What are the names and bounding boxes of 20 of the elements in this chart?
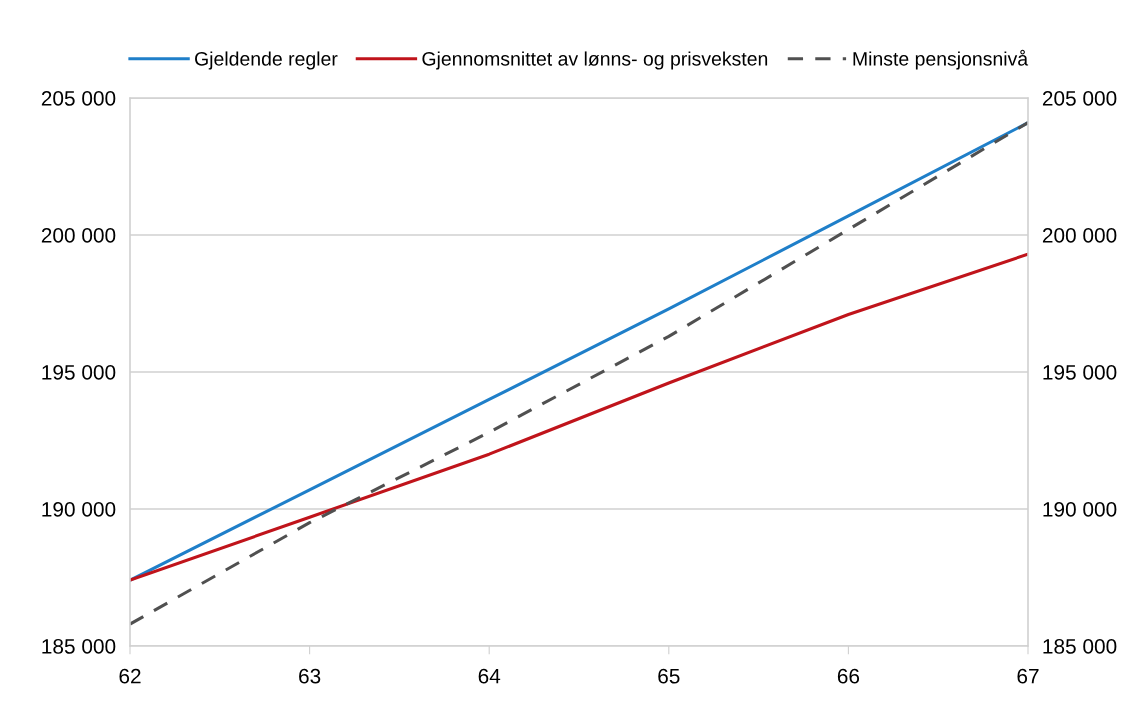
legend-label: Minste pensjonsnivå bbox=[853, 49, 1029, 70]
x-tick-label: 67 bbox=[1017, 668, 1039, 684]
y2-tick-label: 190 000 bbox=[1043, 502, 1117, 517]
y-tick-label: 195 000 bbox=[42, 365, 116, 380]
x-tick-label: 63 bbox=[299, 668, 321, 684]
y2-tick-label: 195 000 bbox=[1043, 365, 1117, 380]
x-tick-label: 66 bbox=[837, 668, 860, 684]
line-series bbox=[130, 252, 1028, 582]
y-tick-label: 185 000 bbox=[42, 639, 116, 654]
y2-tick-label: 200 000 bbox=[1042, 228, 1117, 243]
y2-tick-label: 185 000 bbox=[1043, 639, 1117, 654]
y-tick-label: 200 000 bbox=[41, 228, 116, 243]
x-tick-label: 64 bbox=[478, 668, 501, 684]
x-tick-label: 65 bbox=[658, 668, 680, 684]
legend-label: Gjennomsnittet av lønns- og prisveksten bbox=[422, 51, 768, 70]
legend-label: Gjeldende regler bbox=[195, 51, 338, 70]
y2-tick-label: 205 000 bbox=[1042, 91, 1117, 106]
x-tick-label: 62 bbox=[119, 668, 141, 684]
y-tick-label: 190 000 bbox=[42, 502, 116, 517]
y-tick-label: 205 000 bbox=[41, 91, 116, 106]
